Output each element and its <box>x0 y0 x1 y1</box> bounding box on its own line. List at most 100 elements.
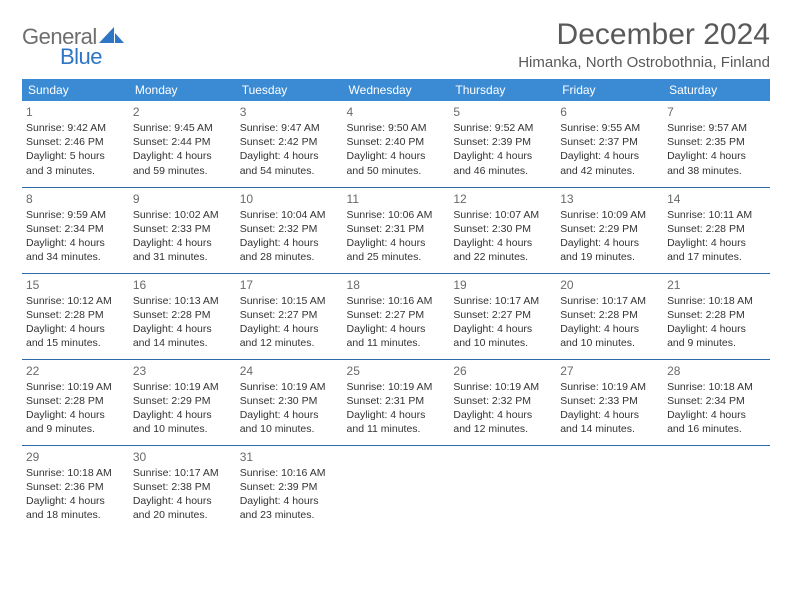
calendar-day-cell: 16Sunrise: 10:13 AMSunset: 2:28 PMDaylig… <box>129 273 236 359</box>
sunset-line: Sunset: 2:42 PM <box>240 135 339 149</box>
daylight-line: Daylight: 4 hours and 31 minutes. <box>133 236 232 264</box>
calendar-day-cell: 1Sunrise: 9:42 AMSunset: 2:46 PMDaylight… <box>22 101 129 187</box>
calendar-day-cell: 5Sunrise: 9:52 AMSunset: 2:39 PMDaylight… <box>449 101 556 187</box>
day-number: 15 <box>26 278 125 292</box>
sunrise-line: Sunrise: 10:19 AM <box>26 380 125 394</box>
sunrise-line: Sunrise: 10:07 AM <box>453 208 552 222</box>
sunrise-line: Sunrise: 9:57 AM <box>667 121 766 135</box>
calendar-empty-cell <box>663 445 770 531</box>
sunrise-line: Sunrise: 9:50 AM <box>347 121 446 135</box>
weekday-header: Saturday <box>663 79 770 101</box>
calendar-day-cell: 22Sunrise: 10:19 AMSunset: 2:28 PMDaylig… <box>22 359 129 445</box>
sunset-line: Sunset: 2:34 PM <box>667 394 766 408</box>
daylight-line: Daylight: 4 hours and 28 minutes. <box>240 236 339 264</box>
day-number: 9 <box>133 192 232 206</box>
calendar-day-cell: 20Sunrise: 10:17 AMSunset: 2:28 PMDaylig… <box>556 273 663 359</box>
daylight-line: Daylight: 4 hours and 19 minutes. <box>560 236 659 264</box>
daylight-line: Daylight: 4 hours and 38 minutes. <box>667 149 766 177</box>
day-number: 19 <box>453 278 552 292</box>
daylight-line: Daylight: 4 hours and 15 minutes. <box>26 322 125 350</box>
sunset-line: Sunset: 2:29 PM <box>560 222 659 236</box>
sunset-line: Sunset: 2:40 PM <box>347 135 446 149</box>
daylight-line: Daylight: 4 hours and 14 minutes. <box>560 408 659 436</box>
calendar-day-cell: 26Sunrise: 10:19 AMSunset: 2:32 PMDaylig… <box>449 359 556 445</box>
sunset-line: Sunset: 2:28 PM <box>26 394 125 408</box>
day-number: 7 <box>667 105 766 119</box>
day-number: 3 <box>240 105 339 119</box>
daylight-line: Daylight: 4 hours and 10 minutes. <box>240 408 339 436</box>
day-number: 27 <box>560 364 659 378</box>
sunrise-line: Sunrise: 10:17 AM <box>560 294 659 308</box>
calendar-table: SundayMondayTuesdayWednesdayThursdayFrid… <box>22 79 770 531</box>
sunrise-line: Sunrise: 9:47 AM <box>240 121 339 135</box>
sunrise-line: Sunrise: 10:18 AM <box>26 466 125 480</box>
day-number: 31 <box>240 450 339 464</box>
daylight-line: Daylight: 4 hours and 11 minutes. <box>347 408 446 436</box>
day-number: 13 <box>560 192 659 206</box>
sunrise-line: Sunrise: 10:09 AM <box>560 208 659 222</box>
calendar-day-cell: 10Sunrise: 10:04 AMSunset: 2:32 PMDaylig… <box>236 187 343 273</box>
calendar-day-cell: 21Sunrise: 10:18 AMSunset: 2:28 PMDaylig… <box>663 273 770 359</box>
sunset-line: Sunset: 2:30 PM <box>453 222 552 236</box>
calendar-day-cell: 29Sunrise: 10:18 AMSunset: 2:36 PMDaylig… <box>22 445 129 531</box>
sunrise-line: Sunrise: 10:12 AM <box>26 294 125 308</box>
sunset-line: Sunset: 2:32 PM <box>240 222 339 236</box>
daylight-line: Daylight: 4 hours and 46 minutes. <box>453 149 552 177</box>
sunrise-line: Sunrise: 9:59 AM <box>26 208 125 222</box>
sunset-line: Sunset: 2:32 PM <box>453 394 552 408</box>
day-number: 8 <box>26 192 125 206</box>
daylight-line: Daylight: 4 hours and 54 minutes. <box>240 149 339 177</box>
day-number: 24 <box>240 364 339 378</box>
sunrise-line: Sunrise: 10:17 AM <box>133 466 232 480</box>
daylight-line: Daylight: 4 hours and 20 minutes. <box>133 494 232 522</box>
day-number: 11 <box>347 192 446 206</box>
sunset-line: Sunset: 2:39 PM <box>240 480 339 494</box>
sunrise-line: Sunrise: 10:19 AM <box>133 380 232 394</box>
daylight-line: Daylight: 4 hours and 10 minutes. <box>133 408 232 436</box>
sunrise-line: Sunrise: 10:04 AM <box>240 208 339 222</box>
calendar-week-row: 15Sunrise: 10:12 AMSunset: 2:28 PMDaylig… <box>22 273 770 359</box>
calendar-empty-cell <box>556 445 663 531</box>
daylight-line: Daylight: 4 hours and 14 minutes. <box>133 322 232 350</box>
daylight-line: Daylight: 4 hours and 18 minutes. <box>26 494 125 522</box>
sunrise-line: Sunrise: 10:19 AM <box>560 380 659 394</box>
day-number: 2 <box>133 105 232 119</box>
weekday-header: Wednesday <box>343 79 450 101</box>
weekday-header: Friday <box>556 79 663 101</box>
day-number: 18 <box>347 278 446 292</box>
sunrise-line: Sunrise: 10:06 AM <box>347 208 446 222</box>
month-title: December 2024 <box>518 18 770 52</box>
calendar-week-row: 29Sunrise: 10:18 AMSunset: 2:36 PMDaylig… <box>22 445 770 531</box>
daylight-line: Daylight: 4 hours and 59 minutes. <box>133 149 232 177</box>
daylight-line: Daylight: 4 hours and 12 minutes. <box>240 322 339 350</box>
calendar-day-cell: 14Sunrise: 10:11 AMSunset: 2:28 PMDaylig… <box>663 187 770 273</box>
daylight-line: Daylight: 5 hours and 3 minutes. <box>26 149 125 177</box>
calendar-day-cell: 17Sunrise: 10:15 AMSunset: 2:27 PMDaylig… <box>236 273 343 359</box>
calendar-week-row: 22Sunrise: 10:19 AMSunset: 2:28 PMDaylig… <box>22 359 770 445</box>
calendar-day-cell: 24Sunrise: 10:19 AMSunset: 2:30 PMDaylig… <box>236 359 343 445</box>
sunrise-line: Sunrise: 10:19 AM <box>453 380 552 394</box>
sunrise-line: Sunrise: 10:16 AM <box>240 466 339 480</box>
day-number: 25 <box>347 364 446 378</box>
sunrise-line: Sunrise: 10:02 AM <box>133 208 232 222</box>
sunrise-line: Sunrise: 10:18 AM <box>667 380 766 394</box>
sunrise-line: Sunrise: 10:17 AM <box>453 294 552 308</box>
sunset-line: Sunset: 2:37 PM <box>560 135 659 149</box>
sunrise-line: Sunrise: 9:52 AM <box>453 121 552 135</box>
day-number: 12 <box>453 192 552 206</box>
daylight-line: Daylight: 4 hours and 10 minutes. <box>560 322 659 350</box>
sunset-line: Sunset: 2:39 PM <box>453 135 552 149</box>
brand-word-2: Blue <box>60 44 102 70</box>
sunset-line: Sunset: 2:28 PM <box>560 308 659 322</box>
daylight-line: Daylight: 4 hours and 10 minutes. <box>453 322 552 350</box>
calendar-day-cell: 15Sunrise: 10:12 AMSunset: 2:28 PMDaylig… <box>22 273 129 359</box>
calendar-day-cell: 28Sunrise: 10:18 AMSunset: 2:34 PMDaylig… <box>663 359 770 445</box>
calendar-day-cell: 8Sunrise: 9:59 AMSunset: 2:34 PMDaylight… <box>22 187 129 273</box>
calendar-day-cell: 3 Sunrise: 9:47 AMSunset: 2:42 PMDaylight… <box>236 101 343 187</box>
sunset-line: Sunset: 2:44 PM <box>133 135 232 149</box>
weekday-header: Thursday <box>449 79 556 101</box>
sunrise-line: Sunrise: 10:19 AM <box>240 380 339 394</box>
sunset-line: Sunset: 2:36 PM <box>26 480 125 494</box>
calendar-week-row: 1Sunrise: 9:42 AMSunset: 2:46 PMDaylight… <box>22 101 770 187</box>
sunset-line: Sunset: 2:38 PM <box>133 480 232 494</box>
